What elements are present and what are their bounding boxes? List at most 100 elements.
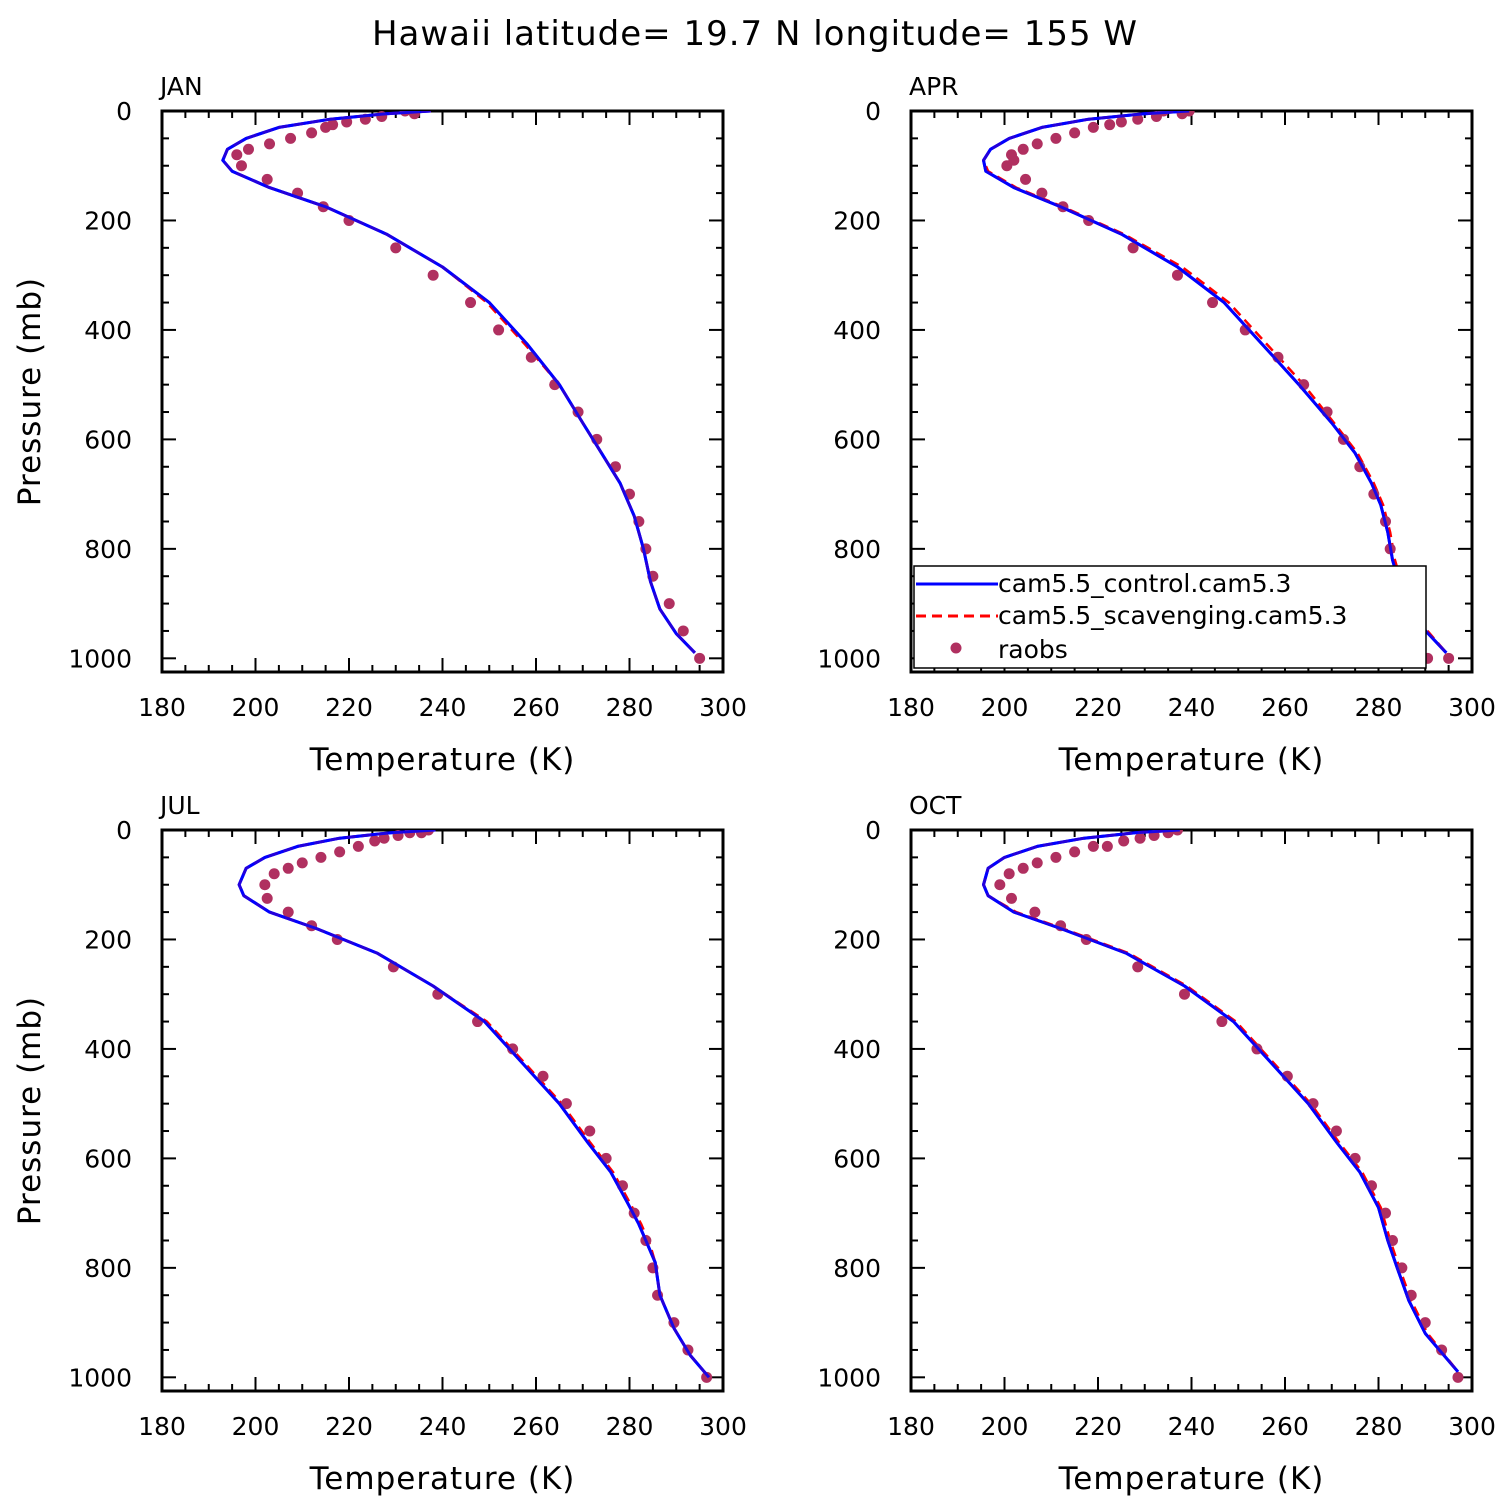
raobs-point (1178, 988, 1190, 1000)
raobs-point (560, 1098, 572, 1110)
y-tick-label: 1000 (817, 1363, 881, 1392)
y-tick-label: 1000 (68, 1363, 132, 1392)
x-tick-label: 300 (699, 693, 747, 722)
y-tick-label: 0 (116, 816, 132, 845)
y-tick-label: 400 (833, 1035, 881, 1064)
raobs-point (1452, 1371, 1464, 1383)
control-line-overlay (982, 111, 1448, 654)
x-tick-label: 200 (232, 693, 280, 722)
raobs-point (1029, 906, 1041, 918)
y-tick-label: 0 (865, 816, 881, 845)
x-tick-label: 240 (1168, 1412, 1216, 1441)
plot-frame (160, 828, 725, 1393)
raobs-point (1115, 116, 1127, 128)
raobs-point (1132, 113, 1144, 125)
raobs-point (369, 835, 381, 847)
raobs-point (264, 138, 276, 150)
y-tick-label: 400 (833, 316, 881, 345)
raobs-point (1017, 862, 1029, 874)
x-tick-label: 240 (419, 693, 467, 722)
panel-title: OCT (909, 791, 962, 820)
raobs-point (285, 132, 297, 144)
y-axis-label: Pressure (mb) (12, 277, 48, 506)
raobs-point (1050, 851, 1062, 863)
x-tick-label: 280 (1355, 693, 1403, 722)
x-tick-label: 260 (512, 1412, 560, 1441)
raobs-point (259, 879, 271, 891)
x-tick-label: 220 (1074, 1412, 1122, 1441)
raobs-point (1036, 187, 1048, 199)
legend: cam5.5_control.cam5.3 cam5.5_scavenging.c… (913, 565, 1427, 669)
x-tick-label: 240 (419, 1412, 467, 1441)
scavenging-line (237, 830, 710, 1379)
y-tick-label: 0 (116, 97, 132, 126)
x-axis-label: Temperature (K) (309, 742, 576, 778)
x-tick-label: 220 (325, 693, 373, 722)
control-line-overlay (221, 111, 696, 654)
panel-title: JAN (158, 72, 203, 101)
raobs-point (320, 121, 332, 133)
y-tick-label: 1000 (68, 644, 132, 673)
x-tick-label: 280 (606, 693, 654, 722)
legend-label: cam5.5_scavenging.cam5.3 (998, 601, 1347, 630)
raobs-point (994, 879, 1006, 891)
raobs-point (1031, 138, 1043, 150)
x-tick-label: 220 (1074, 693, 1122, 722)
raobs-point (465, 297, 477, 309)
raobs-point (677, 625, 689, 637)
raobs-point (1050, 132, 1062, 144)
y-tick-label: 600 (84, 1144, 132, 1173)
x-axis-label: Temperature (K) (1058, 1461, 1325, 1497)
plot-frame (909, 828, 1474, 1393)
x-tick-label: 180 (887, 1412, 935, 1441)
panel-jan: JAN 180 200 220 240 260 280 300 0 200 400 600 800 100… (12, 72, 747, 778)
panel-title: JUL (158, 791, 200, 820)
raobs-point (1171, 269, 1183, 281)
raobs-point (1127, 242, 1139, 254)
raobs-point (1216, 1016, 1228, 1028)
raobs-point (1069, 127, 1081, 139)
raobs-point (663, 598, 675, 610)
y-tick-label: 800 (84, 1254, 132, 1283)
plot-area (221, 111, 706, 664)
raobs-point (1003, 868, 1015, 880)
raobs-point (315, 851, 327, 863)
raobs-point (1207, 297, 1219, 309)
raobs-point (1006, 892, 1018, 904)
raobs-point (231, 149, 243, 161)
x-tick-label: 180 (138, 1412, 186, 1441)
raobs-point (1031, 857, 1043, 869)
x-tick-label: 260 (512, 693, 560, 722)
y-tick-label: 800 (833, 535, 881, 564)
plot-area (237, 830, 713, 1383)
panel-jul: JUL 180 200 220 240 260 280 300 0 200 400 600 800 100… (12, 791, 747, 1497)
raobs-point (1008, 154, 1020, 166)
raobs-point (352, 840, 364, 852)
raobs-point (261, 892, 273, 904)
raobs-point (1380, 1207, 1392, 1219)
x-tick-label: 240 (1168, 693, 1216, 722)
x-tick-label: 300 (1448, 693, 1496, 722)
panel-apr: APR 180 200 220 240 260 280 300 0 200 400 600 800 100… (817, 72, 1495, 778)
legend-label: raobs (998, 635, 1068, 664)
raobs-point (378, 832, 390, 844)
x-tick-label: 180 (138, 693, 186, 722)
x-tick-label: 260 (1261, 1412, 1309, 1441)
panel-title: APR (909, 72, 959, 101)
raobs-point (493, 324, 505, 336)
y-tick-label: 0 (865, 97, 881, 126)
raobs-point (1134, 832, 1146, 844)
raobs-point (261, 173, 273, 185)
raobs-point (1443, 652, 1455, 664)
x-tick-label: 300 (699, 1412, 747, 1441)
raobs-point (390, 242, 402, 254)
raobs-point (1087, 840, 1099, 852)
y-tick-label: 400 (84, 1035, 132, 1064)
raobs-point (1330, 1125, 1342, 1137)
x-tick-label: 200 (981, 693, 1029, 722)
y-tick-label: 200 (84, 925, 132, 954)
raobs-point (701, 1371, 713, 1383)
plot-area (982, 830, 1464, 1383)
x-tick-label: 280 (606, 1412, 654, 1441)
